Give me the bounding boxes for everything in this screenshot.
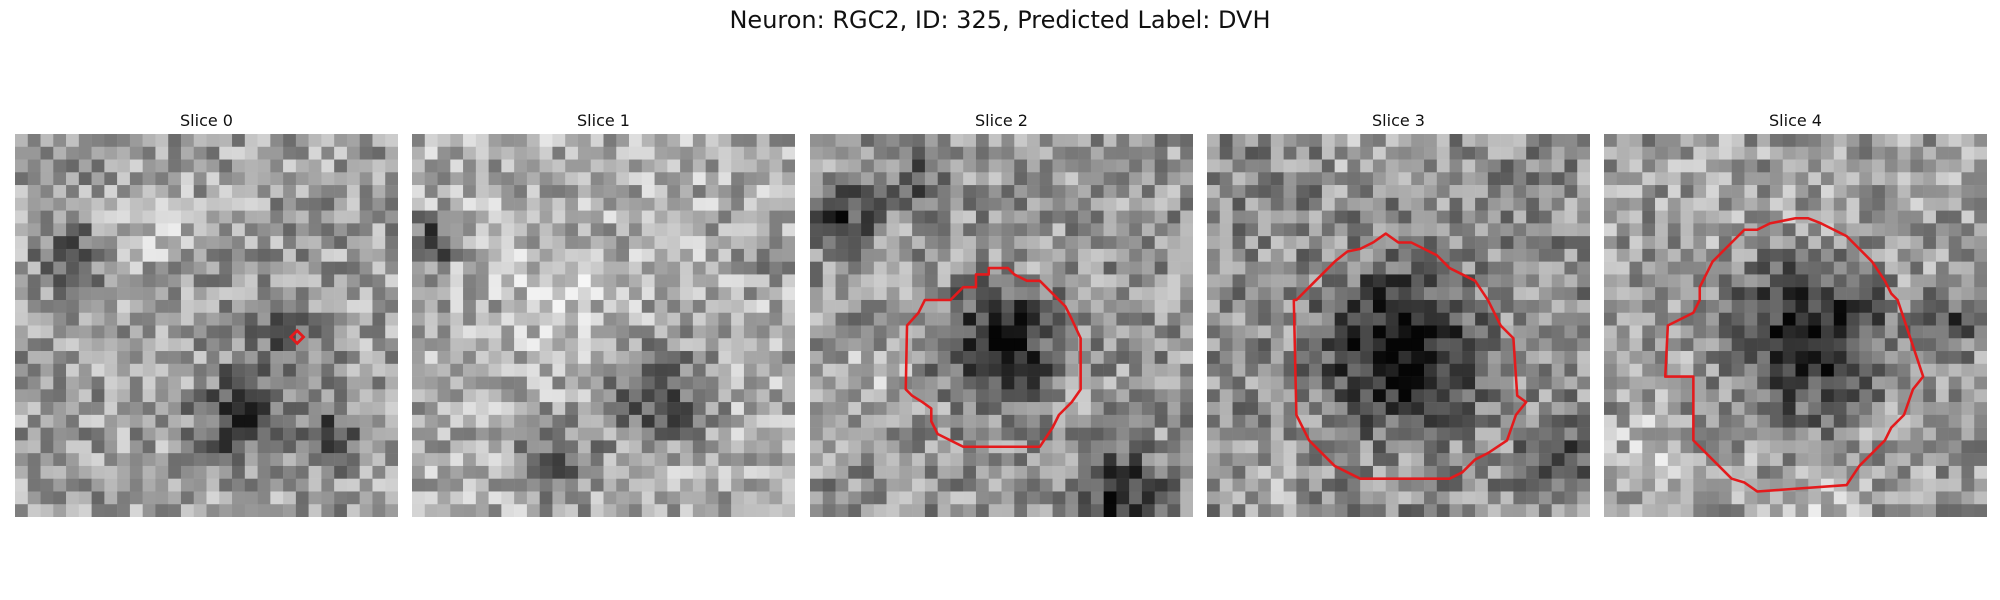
roi-contour bbox=[904, 266, 1082, 449]
slice-image-4 bbox=[1604, 134, 1987, 517]
slice-panel-0: Slice 0 bbox=[15, 110, 398, 517]
slice-panel-4: Slice 4 bbox=[1604, 110, 1987, 517]
slice-image-1 bbox=[412, 134, 795, 517]
slice-title-3: Slice 3 bbox=[1372, 111, 1425, 130]
slice-panel-3: Slice 3 bbox=[1207, 110, 1590, 517]
slice-title-4: Slice 4 bbox=[1769, 111, 1822, 130]
slice-image-2 bbox=[810, 134, 1193, 517]
slice-panel-2: Slice 2 bbox=[810, 110, 1193, 517]
figure-title: Neuron: RGC2, ID: 325, Predicted Label: … bbox=[729, 6, 1271, 34]
roi-contour bbox=[1664, 216, 1925, 493]
slice-title-0: Slice 0 bbox=[180, 111, 233, 130]
slice-image-3 bbox=[1207, 134, 1590, 517]
slice-panel-1: Slice 1 bbox=[412, 110, 795, 517]
slice-title-2: Slice 2 bbox=[975, 111, 1028, 130]
slice-image-0 bbox=[15, 134, 398, 517]
roi-marker bbox=[288, 328, 306, 346]
roi-contour bbox=[1292, 232, 1528, 480]
slice-title-1: Slice 1 bbox=[577, 111, 630, 130]
